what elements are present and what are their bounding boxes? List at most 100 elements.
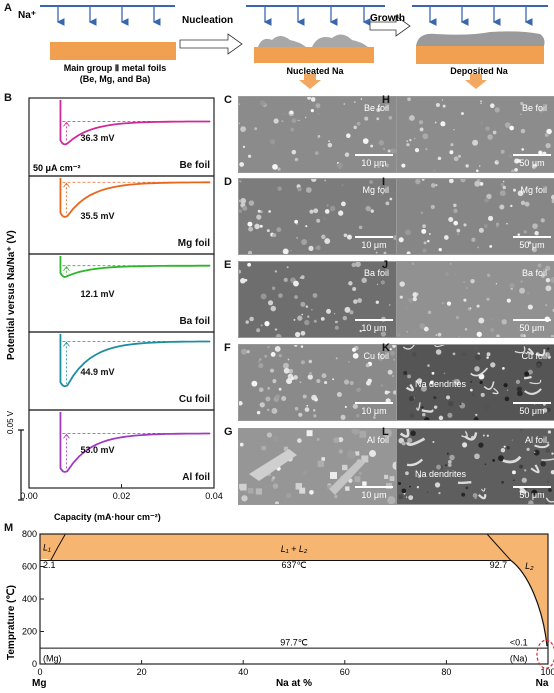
panel-letter-e: E (224, 259, 232, 271)
deposited-na-label: Deposited Na (450, 66, 508, 76)
foil-caption-1: Main group Ⅱ metal foils (63, 63, 167, 73)
scale-bar-label: 50 μm (519, 323, 545, 333)
sem-scale-bar: 50 μm (513, 319, 551, 333)
sem-foil-tag: Be foil (521, 103, 547, 113)
foil-name-label: Mg foil (178, 238, 210, 249)
sem-foil-tag: Al foil (524, 435, 547, 445)
x-tick-label: 0.02 (113, 491, 131, 501)
na-flux-arrows (56, 6, 161, 26)
nucleation-label: Nucleation (182, 15, 234, 26)
bare-foil (50, 42, 176, 60)
deposited-down-arrow (465, 74, 487, 89)
liquidus-curve (510, 560, 548, 647)
region-l1-label: L₁ (43, 542, 51, 552)
panel-letter-j: J (382, 259, 389, 271)
panel-letter-k: K (382, 342, 390, 354)
overpotential-label: 53.0 mV (80, 445, 114, 455)
scale-bar-label: 50 μm (519, 158, 545, 168)
sem-scale-bar: 50 μm (513, 486, 551, 500)
foil-caption-2: (Be, Mg, and Ba) (79, 74, 151, 84)
scale-bar-label: 10 μm (361, 323, 387, 333)
x-tick-label: 20 (137, 667, 147, 677)
voltage-subplot: 12.1 mV Ba foil (28, 253, 215, 333)
phase-mg-label: (Mg) (43, 654, 62, 664)
nucleated-down-arrow (299, 74, 321, 89)
panel-letter-f: F (224, 342, 231, 354)
sem-scale-bar: 50 μm (513, 236, 551, 250)
x-tick-label: 40 (238, 667, 248, 677)
current-density-label: 50 μA cm⁻² (33, 163, 81, 173)
sem-foil-tag: Cu foil (363, 351, 389, 361)
sem-foil-tag: Cu foil (521, 351, 547, 361)
panel-b-ylabel: Potential versus Na/Na⁺ (V) (6, 230, 17, 360)
sem-foil-tag: Al foil (366, 435, 389, 445)
sem-image: Ba foil 50 μm (396, 261, 554, 338)
voltage-scale-label: 0.05 V (6, 410, 15, 434)
y-tick-label: 200 (22, 627, 37, 637)
na-nucleus-1 (258, 36, 306, 47)
scale-bar-label: 10 μm (361, 406, 387, 416)
na-corner-highlight (536, 639, 554, 669)
sem-scale-bar: 10 μm (355, 486, 393, 500)
dendrite-annotation: Na dendrites (415, 469, 467, 479)
voltage-subplot: 44.9 mV Cu foil (28, 331, 215, 411)
x-tick-label: 100 (540, 667, 554, 677)
sem-scale-bar: 50 μm (513, 154, 551, 168)
monotectic-temp-label: 637℃ (281, 560, 306, 570)
foil-name-label: Ba foil (179, 316, 210, 327)
region-l1l2-label: L₁ + L₂ (281, 544, 308, 554)
scale-bar-label: 10 μm (361, 240, 387, 250)
sem-image: Be foil 10 μm (238, 96, 398, 173)
y-tick-label: 0 (32, 659, 37, 669)
foil-name-label: Cu foil (179, 394, 210, 405)
scale-bar-label: 10 μm (361, 490, 387, 500)
growth-arrow (369, 15, 411, 37)
overpotential-label: 44.9 mV (80, 367, 114, 377)
na-ion-label: Na⁺ (18, 10, 37, 21)
scale-bar-label: 50 μm (519, 406, 545, 416)
sem-foil-tag: Ba foil (521, 268, 547, 278)
composition-2-1-label: 2.1 (43, 560, 56, 570)
voltage-subplot: 35.5 mV Mg foil (28, 175, 215, 255)
phase-na-label: (Na) (510, 654, 528, 664)
panel-letter-i: I (382, 176, 386, 188)
overpotential-label: 36.3 mV (80, 133, 114, 143)
panel-b-xlabel: Capacity (mA·hour cm⁻²) (54, 512, 161, 522)
sem-scale-bar: 50 μm (513, 402, 551, 416)
sem-foil-tag: Ba foil (363, 268, 389, 278)
y-tick-label: 400 (22, 594, 37, 604)
sem-image: Cu foil 10 μm (238, 344, 398, 421)
sem-scale-bar: 10 μm (355, 319, 393, 333)
nucleated-foil (254, 47, 374, 63)
overpotential-label: 12.1 mV (80, 289, 114, 299)
sem-image: Cu foil 50 μm Na dendrites (396, 344, 554, 421)
voltage-curve (59, 334, 210, 388)
nucleated-na-label: Nucleated Na (286, 66, 344, 76)
sem-image: Be foil 50 μm (396, 96, 554, 173)
foil-name-label: Al foil (182, 472, 210, 483)
x-tick-label: 80 (441, 667, 451, 677)
panel-m-xlabel: Na at % (276, 678, 312, 689)
x-tick-label: 0.00 (20, 491, 38, 501)
panel-m-ylabel: Temprature (℃) (6, 585, 17, 660)
x-tick-label: 60 (340, 667, 350, 677)
panel-b-label: B (4, 92, 12, 104)
scale-bar-label: 50 μm (519, 490, 545, 500)
phase-diagram: Temprature (℃) 0 200 400 600 800 0 20 40 60 80 100… (6, 529, 554, 689)
sem-foil-tag: Mg foil (520, 185, 547, 195)
eutectic-temp-label: 97.7℃ (280, 637, 308, 647)
y-tick-label: 800 (22, 529, 37, 539)
deposited-na-layer (416, 31, 545, 46)
sem-image: Mg foil 10 μm (238, 178, 398, 255)
scale-bar-label: 10 μm (361, 158, 387, 168)
na-nucleus-2 (312, 34, 368, 47)
nucleation-arrow (179, 33, 243, 55)
l1-boundary (50, 533, 66, 561)
overpotential-label: 35.5 mV (80, 211, 114, 221)
voltage-curve (59, 256, 210, 278)
growth-label: Growth (370, 13, 405, 24)
sem-scale-bar: 10 μm (355, 236, 393, 250)
x-tick-label: 0 (37, 667, 42, 677)
voltage-subplot: 53.0 mV Al foil (28, 409, 215, 489)
voltage-profiles-chart: Potential versus Na/Na⁺ (V) 36.3 mV Be fo… (6, 97, 223, 501)
